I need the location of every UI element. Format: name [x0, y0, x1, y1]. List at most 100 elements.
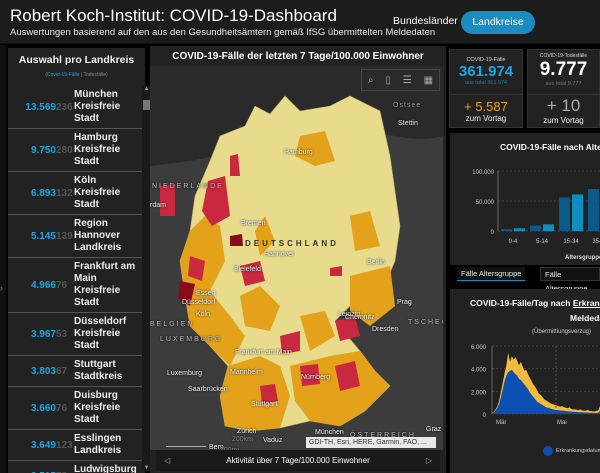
age-chart: 0 50.000 100.000 0-4 5-14 15-34 35-59 Altersgru… — [472, 170, 600, 261]
label-dresden: Dresden — [372, 326, 399, 333]
scroll-up-icon[interactable]: ▲ — [143, 86, 150, 92]
landkreis-name: Region Hannover Landkreis — [74, 218, 122, 253]
landkreis-list-item[interactable]: 6.893 132 Köln Kreisfreie Stadt — [8, 172, 142, 215]
label-oesterreich: ÖSTERREICH — [350, 432, 416, 439]
nav-landkreise[interactable]: Landkreise — [461, 11, 535, 34]
landkreis-name: Hamburg Kreisfreie Stadt — [74, 132, 121, 167]
label-amsterdam: rdam — [150, 202, 166, 209]
region-orange — [220, 356, 290, 431]
label-duesseldorf: Düsseldorf — [182, 299, 216, 306]
label-vaduz: Vaduz — [263, 437, 283, 444]
landkreis-list-item[interactable]: 3.660 76 Duisburg Kreisfreie Stadt — [8, 387, 142, 430]
landkreis-name: Düsseldorf Kreisfreie Stadt — [74, 316, 127, 351]
case-count: 13.569 — [25, 101, 56, 113]
landkreis-list-item[interactable]: 9.750 280 Hamburg Kreisfreie Stadt — [8, 129, 142, 172]
map-footer: ◁ Aktivität über 7 Tage/100.000 Einwohne… — [156, 450, 440, 471]
label-hamburg: Hamburg — [284, 149, 313, 156]
region-red — [160, 184, 175, 216]
case-count: 3.515 — [8, 471, 56, 473]
label-graz: Graz — [426, 426, 442, 433]
scroll-down-icon[interactable]: ▼ — [143, 465, 150, 471]
bar-15-34 — [559, 197, 570, 231]
landkreis-list-item[interactable]: 3.649 123 Esslingen Landkreis — [8, 430, 142, 461]
label-zuerich: Zürich — [237, 428, 257, 435]
x-tick-label: Mai — [557, 420, 567, 426]
bookmark-icon[interactable]: ▯ — [385, 74, 391, 86]
landkreis-name: Ludwigsburg Landkreis — [74, 464, 137, 473]
label-belgien: BELGIEN — [150, 321, 195, 328]
landkreis-list-item[interactable]: 4.966 76 Frankfurt am Main Kreisfreie Stad… — [8, 258, 142, 313]
bar-0-4 — [514, 228, 525, 231]
region-orange — [185, 291, 245, 366]
label-niederlande: NIEDERLANDE — [152, 183, 224, 190]
landkreis-list-item[interactable]: 3.967 53 Düsseldorf Kreisfreie Stadt — [8, 313, 142, 356]
region-red — [230, 154, 240, 176]
tab-faelle-altersgruppe-2[interactable]: Fälle Altersgruppe — [540, 267, 600, 293]
legend-sep: | — [79, 72, 84, 78]
map-footer-label: Aktivität über 7 Tage/100.000 Einwohner — [226, 456, 370, 465]
label-muenchen: München — [315, 429, 344, 436]
daily-chart: 0 2.000 4.000 6.000 Mär Mai — [471, 345, 600, 426]
region-orange — [350, 266, 395, 326]
erkrankungsdatum-link[interactable]: Erkrankungsdatum — [572, 298, 600, 308]
map[interactable]: Ostsee NIEDERLANDE DEUTSCHLAND BELGIEN L… — [150, 66, 443, 450]
scrollbar[interactable]: ▲ ▼ — [142, 86, 151, 471]
bar-15-34 — [572, 194, 583, 231]
legend-dot-erkrankung — [543, 446, 553, 456]
next-arrow-icon[interactable]: ▷ — [425, 456, 432, 465]
landkreis-list-item[interactable]: 3.51578Ludwigsburg Landkreis — [8, 461, 142, 473]
case-count: 5.145 — [30, 230, 56, 242]
case-count: 9.750 — [30, 144, 56, 156]
case-count: 4.966 — [30, 279, 56, 291]
case-count: 6.893 — [30, 187, 56, 199]
expand-chevron-icon[interactable]: › — [0, 283, 3, 293]
death-count: 236 — [56, 101, 73, 113]
label-stuttgart: Stuttgart — [251, 401, 278, 408]
search-icon[interactable]: ⌕ — [367, 74, 374, 86]
label-essen: Essen — [196, 290, 216, 297]
region-red — [260, 384, 278, 404]
case-count: 3.649 — [30, 439, 56, 451]
region-red — [335, 361, 360, 391]
landkreis-name: Duisburg Kreisfreie Stadt — [74, 390, 121, 425]
case-count: 3.803 — [30, 365, 56, 377]
y-tick-label: 2.000 — [471, 390, 487, 396]
death-count: 78 — [56, 471, 72, 473]
list-icon[interactable]: ☰ — [402, 74, 412, 86]
basemap-icon[interactable]: ▦ — [423, 74, 434, 86]
label-deutschland: DEUTSCHLAND — [245, 239, 339, 248]
region-red — [330, 266, 342, 276]
bar-5-14 — [530, 225, 541, 231]
y-tick-label: 0 — [483, 413, 487, 419]
death-count: 123 — [56, 439, 73, 451]
region-orange — [240, 286, 280, 331]
nav-bundeslaender[interactable]: Bundesländer — [393, 15, 458, 27]
y-tick-label: 100.000 — [472, 170, 494, 176]
tab-faelle-altersgruppe-1[interactable]: Fälle Altersgruppe — [457, 267, 526, 281]
deaths-value: 9.777 — [539, 59, 588, 80]
map-attribution[interactable]: GDI-TH, Esri, HERE, Garmin, FAO, ... — [306, 437, 436, 448]
scroll-thumb[interactable] — [143, 100, 150, 110]
region-orange — [295, 131, 335, 166]
label-bern: Bern — [209, 444, 224, 450]
landkreis-panel-title: Auswahl pro Landkreis — [18, 54, 135, 66]
death-count: 53 — [56, 328, 68, 340]
cases-delta: + 5.587 — [464, 99, 508, 114]
deaths-total: aus total 9.777 — [545, 81, 582, 87]
landkreis-list[interactable]: 13.569 236 München Kreisfreie Stadt 9.750 28… — [8, 86, 142, 473]
landkreis-list-item[interactable]: 3.803 67 Stuttgart Stadtkreis — [8, 356, 142, 387]
region-red — [280, 331, 300, 354]
prev-arrow-icon[interactable]: ◁ — [164, 456, 171, 465]
landkreis-list-item[interactable]: 5.145 139 Region Hannover Landkreis — [8, 215, 142, 258]
x-tick-label: Mär — [496, 420, 506, 426]
region-red — [300, 364, 320, 386]
region-orange — [300, 311, 335, 351]
x-tick-label: 0-4 — [509, 239, 518, 245]
legend-deaths: Todesfälle — [83, 72, 107, 78]
landkreis-list-item[interactable]: 13.569 236 München Kreisfreie Stadt — [8, 86, 142, 129]
page-title: Robert Koch-Institut: COVID-19-Dashboard — [10, 6, 337, 25]
daily-chart-title-line2: Meldedatum — [570, 313, 600, 323]
daily-chart-panel: COVID-19-Fälle/Tag nach Erkrankungsdatum… — [450, 289, 600, 473]
x-tick-label: 5-14 — [536, 239, 549, 245]
region-red — [240, 261, 265, 286]
